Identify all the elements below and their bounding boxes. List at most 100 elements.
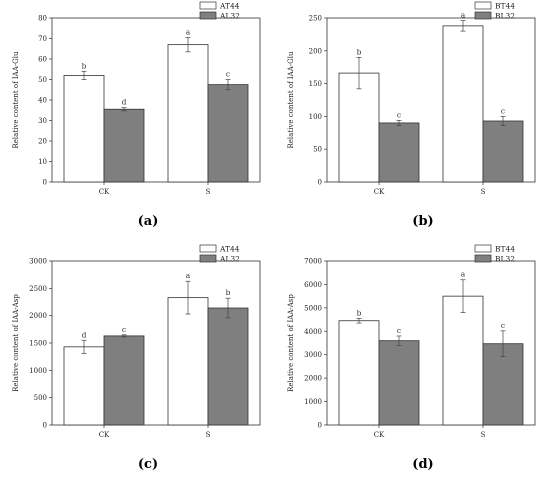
significance-letter: c xyxy=(501,321,505,330)
y-tick-label: 2000 xyxy=(29,312,47,320)
y-axis-label: Relative content of IAA-Asp xyxy=(12,294,20,392)
significance-letter: b xyxy=(82,61,87,70)
legend-swatch xyxy=(474,11,492,20)
bar-at44-ck xyxy=(63,346,105,426)
y-tick-label: 3000 xyxy=(304,351,322,359)
x-tick-label: CK xyxy=(99,431,110,439)
y-tick-label: 1000 xyxy=(304,398,322,406)
y-tick-label: 60 xyxy=(38,56,47,64)
legend-label: BT44 xyxy=(495,2,515,11)
legend-label: BT44 xyxy=(495,245,515,254)
y-tick-label: 2500 xyxy=(29,285,47,293)
y-tick-label: 0 xyxy=(43,179,47,187)
significance-letter: a xyxy=(186,271,191,280)
y-tick-label: 7000 xyxy=(304,258,322,266)
y-axis-label: Relative content of IAA-Glu xyxy=(287,51,295,148)
x-tick-label: CK xyxy=(374,188,385,196)
significance-letter: d xyxy=(122,98,127,107)
y-tick-label: 0 xyxy=(318,422,322,430)
y-tick-label: 3000 xyxy=(29,258,47,266)
significance-letter: a xyxy=(461,270,466,279)
y-tick-label: 250 xyxy=(309,15,322,23)
plot-frame xyxy=(326,260,536,426)
bar-bl32-s xyxy=(482,120,524,183)
significance-letter: b xyxy=(357,308,362,317)
plot-frame xyxy=(326,17,536,183)
panel-label: (c) xyxy=(138,457,158,472)
legend-swatch xyxy=(474,1,492,10)
legend-label: BL32 xyxy=(495,255,515,264)
bar-bl32-ck xyxy=(378,122,420,183)
y-axis-label: Relative content of IAA-Glu xyxy=(12,51,20,148)
chart-panel-d: 0 1000 2000 3000 4000 5000 6000 7000 Relative co… xyxy=(275,243,550,486)
significance-letter: c xyxy=(397,326,401,335)
y-tick-label: 30 xyxy=(38,117,47,125)
y-tick-label: 0 xyxy=(318,179,322,187)
panel-label: (d) xyxy=(412,457,433,472)
x-tick-label: CK xyxy=(374,431,385,439)
x-tick-label: S xyxy=(481,188,486,196)
y-tick-label: 50 xyxy=(38,76,47,84)
legend-swatch xyxy=(199,244,217,253)
significance-letter: b xyxy=(357,47,362,56)
bar-bt44-ck xyxy=(338,72,380,183)
bar-al32-s xyxy=(207,307,249,426)
legend-label: AL32 xyxy=(219,12,240,21)
y-tick-label: 80 xyxy=(38,15,47,23)
bar-bl32-s xyxy=(482,343,524,426)
bar-bt44-ck xyxy=(338,320,380,426)
significance-letter: c xyxy=(226,70,230,79)
x-tick-label: S xyxy=(481,431,486,439)
chart-panel-a: 0 10 20 30 40 50 60 70 80 Relative content of IAA… xyxy=(0,0,275,243)
y-tick-label: 5000 xyxy=(304,304,322,312)
y-tick-label: 200 xyxy=(309,47,322,55)
y-tick-label: 0 xyxy=(43,422,47,430)
legend-label: AT44 xyxy=(219,2,240,11)
y-tick-label: 1500 xyxy=(29,340,47,348)
y-tick-label: 1000 xyxy=(29,367,47,375)
legend-swatch xyxy=(474,254,492,263)
y-tick-label: 70 xyxy=(38,35,47,43)
legend-label: AT44 xyxy=(219,245,240,254)
chart-svg: 0 10 20 30 40 50 60 70 80 Relative content of IAA… xyxy=(12,1,261,229)
y-tick-label: 150 xyxy=(309,80,322,88)
chart-svg: 0 1000 2000 3000 4000 5000 6000 7000 Relative co… xyxy=(287,244,536,472)
significance-letter: a xyxy=(186,27,191,36)
y-tick-label: 500 xyxy=(34,394,47,402)
legend-swatch xyxy=(474,244,492,253)
panel-label: (b) xyxy=(412,214,433,229)
legend-swatch xyxy=(199,254,217,263)
bar-al32-s xyxy=(207,84,249,183)
significance-letter: b xyxy=(226,288,231,297)
chart-panel-b: 0 50 100 150 200 250 Relative content of IAA-G… xyxy=(275,0,550,243)
legend-swatch xyxy=(199,11,217,20)
y-tick-label: 20 xyxy=(38,138,47,146)
legend-label: AL32 xyxy=(219,255,240,264)
bar-bl32-ck xyxy=(378,340,420,426)
legend-swatch xyxy=(199,1,217,10)
legend-label: BL32 xyxy=(495,12,515,21)
chart-svg: 0 50 100 150 200 250 Relative content of IAA-G… xyxy=(287,1,536,229)
bar-al32-ck xyxy=(103,335,145,426)
chart-panel-c: 0 500 1000 1500 2000 2500 3000 Relative content… xyxy=(0,243,275,486)
bar-at44-ck xyxy=(63,75,105,183)
bar-bt44-s xyxy=(442,295,484,426)
y-tick-label: 4000 xyxy=(304,328,322,336)
y-tick-label: 2000 xyxy=(304,375,322,383)
bar-at44-s xyxy=(167,44,209,183)
significance-letter: c xyxy=(397,110,401,119)
x-tick-label: S xyxy=(206,431,211,439)
x-tick-label: CK xyxy=(99,188,110,196)
significance-letter: c xyxy=(122,325,126,334)
panel-label: (a) xyxy=(138,214,159,229)
significance-letter: d xyxy=(82,330,87,339)
bar-al32-ck xyxy=(103,108,145,183)
bar-at44-s xyxy=(167,297,209,426)
significance-letter: c xyxy=(501,106,505,115)
significance-letter: a xyxy=(461,11,466,20)
y-tick-label: 10 xyxy=(38,158,47,166)
y-tick-label: 50 xyxy=(313,146,322,154)
bar-bt44-s xyxy=(442,25,484,183)
y-axis-label: Relative content of IAA-Asp xyxy=(287,294,295,392)
y-tick-label: 40 xyxy=(38,97,47,105)
